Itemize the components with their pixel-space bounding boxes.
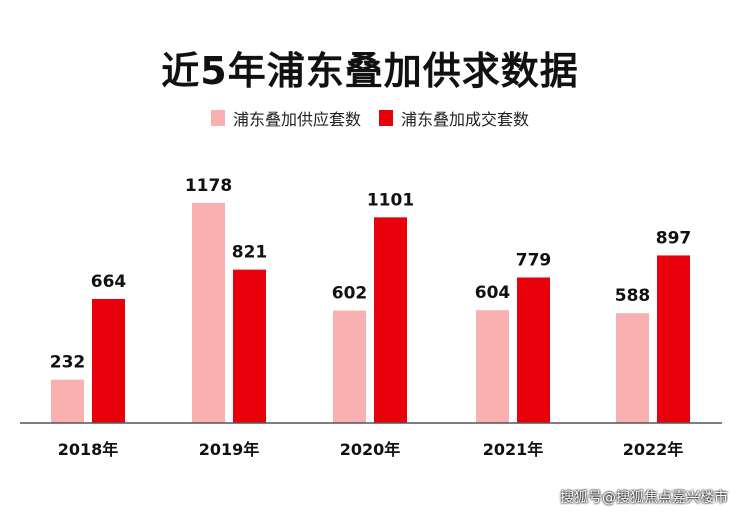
- legend-item-deals: 浦东叠加成交套数: [379, 106, 529, 130]
- bar-deals-1: [233, 269, 266, 423]
- bar-supply-2: [333, 310, 366, 423]
- x-tick-label-4: 2022年: [623, 440, 684, 459]
- data-label-deals-4: 897: [656, 228, 692, 248]
- bar-supply-1: [192, 202, 225, 423]
- data-label-supply-2: 602: [332, 284, 368, 304]
- bar-deals-0: [92, 298, 125, 423]
- bar-deals-2: [374, 217, 407, 423]
- legend: 浦东叠加供应套数 浦东叠加成交套数: [0, 106, 740, 130]
- x-tick-label-1: 2019年: [199, 440, 260, 459]
- watermark: 搜狐号@搜狐焦点嘉兴楼市: [560, 490, 728, 506]
- data-label-deals-1: 821: [232, 243, 268, 263]
- bar-supply-3: [476, 310, 509, 423]
- legend-label-supply: 浦东叠加供应套数: [232, 110, 361, 129]
- x-tick-label-0: 2018年: [58, 440, 119, 459]
- data-label-supply-0: 232: [50, 353, 86, 373]
- bar-supply-4: [616, 313, 649, 423]
- bar-deals-3: [517, 277, 550, 423]
- bar-supply-0: [51, 379, 84, 423]
- bar-deals-4: [657, 255, 690, 423]
- legend-swatch-supply: [210, 110, 225, 126]
- legend-item-supply: 浦东叠加供应套数: [210, 106, 361, 130]
- data-label-deals-2: 1101: [367, 190, 414, 210]
- data-label-deals-3: 779: [516, 250, 552, 270]
- data-label-supply-1: 1178: [185, 176, 232, 196]
- chart-title: 近5年浦东叠加供求数据: [161, 49, 579, 93]
- data-label-supply-3: 604: [475, 283, 511, 303]
- legend-swatch-deals: [379, 110, 393, 126]
- x-tick-label-3: 2021年: [483, 440, 544, 459]
- data-label-supply-4: 588: [615, 286, 651, 306]
- data-label-deals-0: 664: [91, 272, 127, 292]
- legend-label-deals: 浦东叠加成交套数: [401, 110, 530, 129]
- x-tick-label-2: 2020年: [340, 440, 401, 459]
